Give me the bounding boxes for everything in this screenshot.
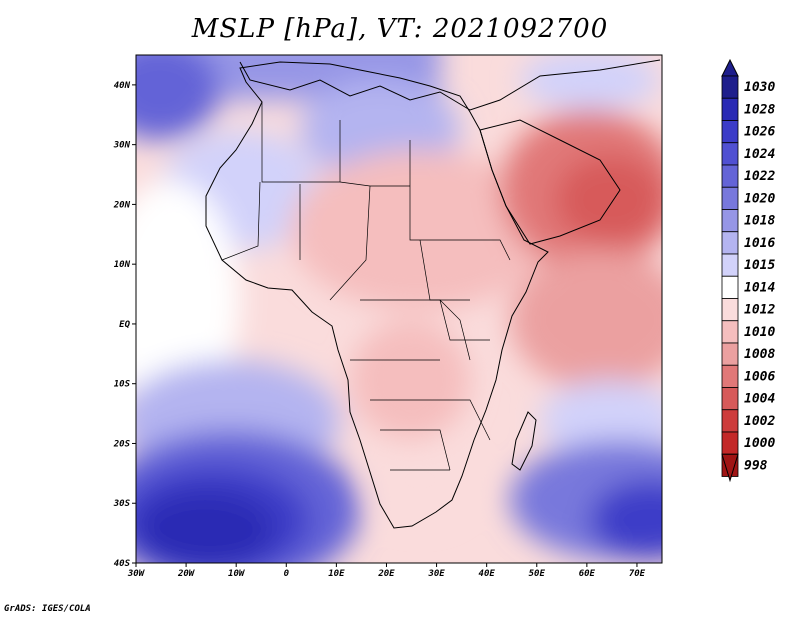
lon-tick-label: 40E bbox=[479, 569, 496, 579]
colorbar-label: 1012 bbox=[744, 303, 775, 318]
colorbar-label: 1018 bbox=[744, 214, 775, 229]
europe-coast bbox=[239, 59, 661, 111]
colorbar-swatch bbox=[721, 142, 739, 166]
colorbar-label: 998 bbox=[744, 458, 768, 473]
lat-tick-label: 20N bbox=[113, 200, 131, 210]
pressure-field bbox=[136, 55, 662, 563]
colorbar-swatch bbox=[721, 431, 739, 455]
colorbar-label: 1010 bbox=[744, 325, 775, 340]
lat-tick-label: 30N bbox=[113, 141, 131, 151]
lon-tick-label: 30E bbox=[427, 569, 445, 579]
colorbar-swatch bbox=[721, 186, 739, 210]
lat-tick-label: 30S bbox=[113, 499, 131, 509]
colorbar-swatch bbox=[721, 387, 739, 411]
lon-tick-label: 10W bbox=[228, 569, 246, 579]
lat-tick-label: 40S bbox=[114, 559, 131, 569]
lat-tick-label: 10S bbox=[114, 380, 131, 390]
colorbar-label: 1014 bbox=[744, 280, 775, 295]
colorbar-swatch bbox=[721, 164, 739, 188]
lon-tick-label: 60E bbox=[579, 569, 596, 579]
colorbar-bottom-arrow bbox=[721, 453, 739, 483]
lon-tick-label: 0 bbox=[284, 569, 290, 579]
lon-tick-label: 70E bbox=[629, 569, 646, 579]
lat-tick-label: EQ bbox=[119, 320, 130, 330]
lon-tick-label: 10E bbox=[328, 569, 345, 579]
colorbar-swatch bbox=[721, 253, 739, 277]
colorbar-label: 1024 bbox=[744, 147, 775, 162]
credit-label: GrADS: IGES/COLA bbox=[4, 604, 91, 614]
colorbar-swatch bbox=[721, 409, 739, 433]
colorbar-swatch bbox=[721, 364, 739, 388]
lon-tick-label: 20W bbox=[177, 569, 196, 579]
lon-tick-label: 50E bbox=[529, 569, 546, 579]
country-borders bbox=[221, 102, 511, 471]
colorbar-swatch bbox=[721, 320, 739, 344]
colorbar-label: 1015 bbox=[744, 258, 775, 273]
colorbar-label: 1016 bbox=[744, 236, 775, 251]
lon-tick-label: 30W bbox=[127, 569, 146, 579]
colorbar-label: 1006 bbox=[744, 369, 775, 384]
coastline bbox=[205, 61, 549, 529]
arabian-peninsula bbox=[479, 119, 621, 245]
lat-tick-label: 10N bbox=[114, 260, 131, 270]
colorbar-swatch bbox=[721, 231, 739, 255]
axis-ticks: 30W 20W 10W 0 10E 20E 30E 40E 50E 60E 70E 40N 30N 20N… bbox=[113, 81, 646, 579]
colorbar-swatch bbox=[721, 209, 739, 233]
plot-frame bbox=[135, 54, 663, 564]
colorbar-label: 1026 bbox=[744, 125, 775, 140]
colorbar-swatch bbox=[721, 97, 739, 121]
map-title: MSLP [hPa], VT: 2021092700 bbox=[191, 14, 609, 44]
lat-tick-label: 40N bbox=[114, 81, 131, 91]
colorbar-label: 1004 bbox=[744, 392, 775, 407]
colorbar-swatch bbox=[721, 298, 739, 322]
colorbar-swatch bbox=[721, 275, 739, 299]
colorbar-label: 1020 bbox=[744, 191, 775, 206]
colorbar-swatch bbox=[721, 120, 739, 144]
colorbar-top-arrow bbox=[721, 58, 739, 77]
colorbar: 1030 1028 1026 1024 1022 1020 1018 1016 1015 1014… bbox=[721, 58, 775, 483]
colorbar-swatch bbox=[721, 342, 739, 366]
colorbar-label: 1008 bbox=[744, 347, 775, 362]
colorbar-label: 1022 bbox=[744, 169, 775, 184]
lat-tick-label: 20S bbox=[113, 439, 131, 449]
colorbar-label: 1000 bbox=[744, 436, 775, 451]
lon-tick-label: 20E bbox=[377, 569, 395, 579]
colorbar-label: 1028 bbox=[744, 102, 775, 117]
colorbar-swatch bbox=[721, 75, 739, 99]
colorbar-label: 1002 bbox=[744, 414, 775, 429]
madagascar bbox=[511, 411, 537, 471]
colorbar-label: 1030 bbox=[744, 80, 775, 95]
